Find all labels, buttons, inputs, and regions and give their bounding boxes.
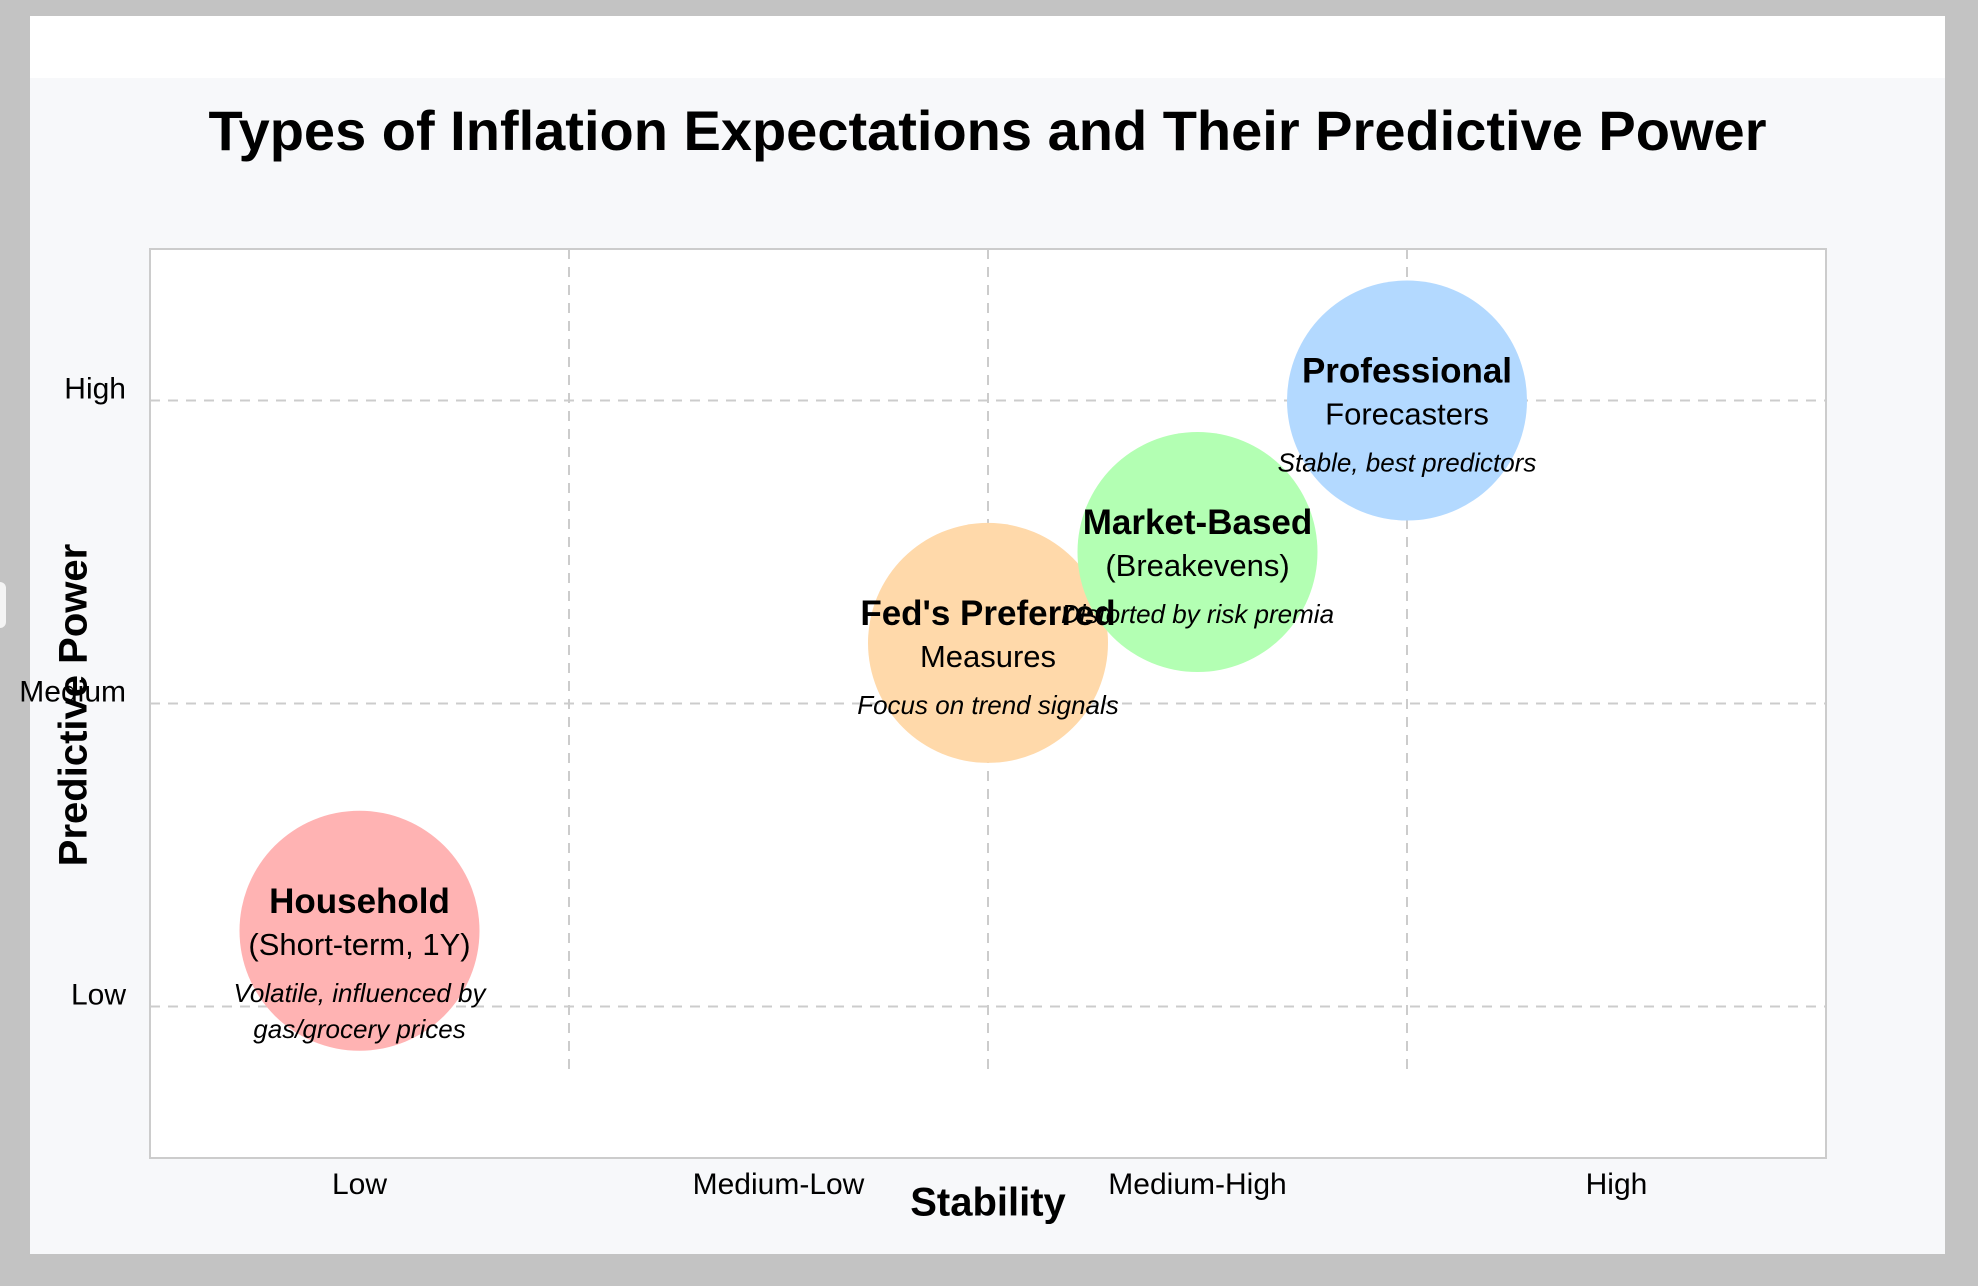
bubble-name: Household [269, 882, 450, 921]
bubble-note: Focus on trend signals [857, 690, 1119, 720]
bubble-name: Professional [1302, 352, 1512, 391]
bubble-household [239, 810, 480, 1051]
bubble-note: Volatile, influenced by [234, 978, 488, 1008]
bubble-professional [1287, 280, 1527, 521]
x-axis-title: Stability [910, 1180, 1066, 1225]
y-axis-title: Predictive Power [51, 543, 96, 867]
bubble-market-based [1077, 432, 1318, 672]
bubble-note: Distorted by risk premia [1061, 599, 1334, 629]
bubble-labels: Household (Short-term, 1Y) Volatile, influ… [234, 352, 1537, 1044]
y-tick-label: High [64, 373, 126, 406]
x-tick-label: Medium-Low [693, 1168, 865, 1201]
bubble-subtitle: (Short-term, 1Y) [248, 927, 470, 962]
x-tick-label: Low [332, 1168, 387, 1201]
y-tick-labels: Low Medium High [19, 373, 126, 1012]
chart-title: Types of Inflation Expectations and Thei… [208, 99, 1767, 162]
x-tick-labels: Low Medium-Low Medium-High High [332, 1168, 1647, 1201]
bubble-note: Stable, best predictors [1278, 448, 1537, 478]
side-handle[interactable] [0, 582, 6, 628]
bubble-subtitle: Measures [920, 639, 1056, 674]
bubbles [239, 280, 1527, 1051]
top-strip [30, 16, 1945, 78]
bubble-name: Fed's Preferred [860, 594, 1115, 633]
x-tick-label: Medium-High [1108, 1168, 1286, 1201]
bubble-subtitle: (Breakevens) [1105, 548, 1289, 583]
bubble-note: gas/grocery prices [253, 1014, 465, 1044]
x-tick-label: High [1586, 1168, 1648, 1201]
y-tick-label: Low [71, 979, 126, 1012]
y-tick-label: Medium [19, 676, 126, 709]
bubble-subtitle: Forecasters [1325, 397, 1489, 432]
bubble-fed-s-preferred [868, 522, 1108, 763]
bubble-name: Market-Based [1083, 503, 1313, 542]
